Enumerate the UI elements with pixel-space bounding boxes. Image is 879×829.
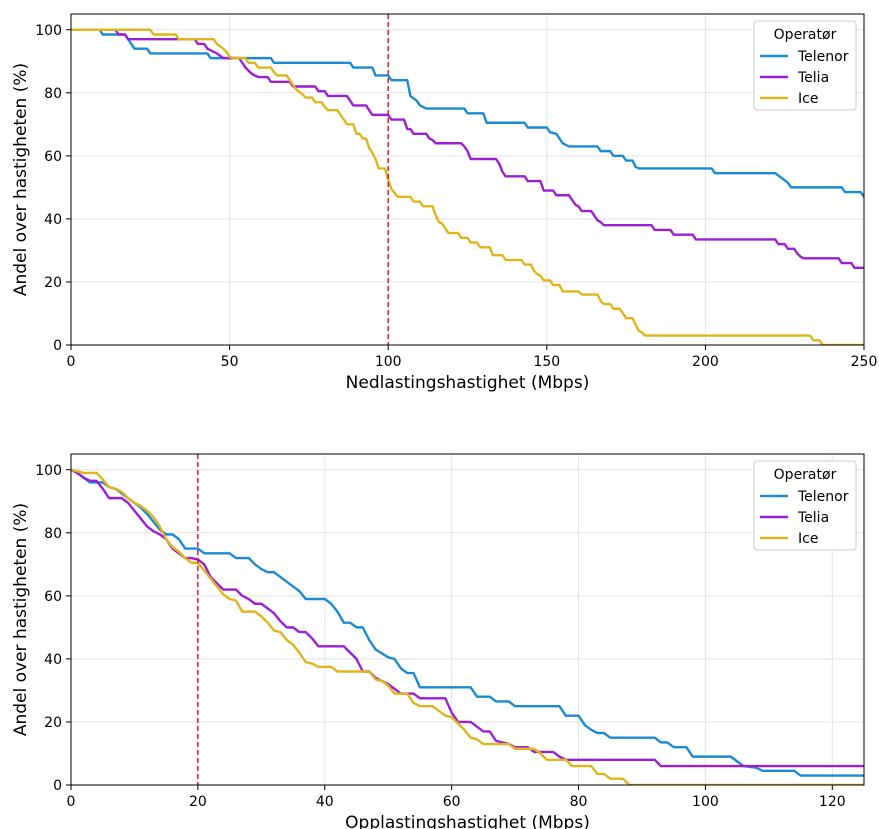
plot-frame	[70, 13, 865, 346]
y-tick-label: 0	[53, 338, 62, 354]
series-line-ice	[71, 28, 864, 345]
x-tick-label: 20	[189, 794, 207, 810]
series-line-telenor	[71, 468, 864, 777]
legend-title: Operatør	[774, 27, 837, 43]
y-tick-label: 60	[44, 149, 62, 165]
y-tick-label: 100	[35, 23, 62, 39]
legend-entry-telia: Telia	[797, 70, 829, 86]
legend-entry-telenor: Telenor	[797, 489, 849, 505]
x-tick-label: 0	[67, 354, 76, 370]
series-line-ice	[71, 468, 864, 785]
legend-entry-ice: Ice	[798, 91, 818, 107]
x-axis-label: Nedlastingshastighet (Mbps)	[346, 373, 590, 393]
x-tick-label: 250	[851, 354, 878, 370]
y-tick-label: 20	[44, 275, 62, 291]
y-tick-label: 40	[44, 212, 62, 228]
chart-2: 0 20 40 60 80 100 120 0 20 40 60 80 100 Opplastingsha…	[11, 453, 865, 829]
y-tick-label: 60	[44, 589, 62, 605]
y-tick-label: 80	[44, 526, 62, 542]
legend-entry-telenor: Telenor	[797, 49, 849, 65]
series-line-telenor	[71, 28, 864, 198]
plot-frame	[70, 453, 865, 786]
x-tick-label: 60	[443, 794, 461, 810]
legend-box	[753, 20, 857, 111]
x-tick-label: 120	[819, 794, 846, 810]
series-group	[71, 468, 864, 785]
legend-entry-telia: Telia	[797, 510, 829, 526]
y-axis-label: Andel over hastigheten (%)	[11, 503, 31, 736]
series-line-telia	[71, 468, 864, 768]
x-tick-label: 200	[692, 354, 719, 370]
y-tick-label: 80	[44, 86, 62, 102]
x-tick-label: 50	[221, 354, 239, 370]
legend-title: Operatør	[774, 467, 837, 483]
x-axis-label: Opplastingshastighet (Mbps)	[345, 813, 590, 829]
x-tick-label: 0	[67, 794, 76, 810]
x-tick-label: 100	[692, 794, 719, 810]
y-tick-label: 20	[44, 715, 62, 731]
y-tick-label: 100	[35, 463, 62, 479]
series-line-telia	[71, 28, 864, 269]
x-tick-label: 80	[570, 794, 588, 810]
chart-1: 0 50 100 150 200 250 0 20 40 60 80 100 Nedlastingsha…	[11, 13, 878, 393]
x-tick-label: 150	[533, 354, 560, 370]
y-tick-label: 0	[53, 778, 62, 794]
legend: Operatør Telenor Telia Ice	[753, 460, 857, 551]
series-group	[71, 28, 864, 345]
x-tick-label: 100	[375, 354, 402, 370]
x-tick-label: 40	[316, 794, 334, 810]
y-tick-label: 40	[44, 652, 62, 668]
legend-box	[753, 460, 857, 551]
legend: Operatør Telenor Telia Ice	[753, 20, 857, 111]
legend-entry-ice: Ice	[798, 531, 818, 547]
y-axis-label: Andel over hastigheten (%)	[11, 63, 31, 296]
